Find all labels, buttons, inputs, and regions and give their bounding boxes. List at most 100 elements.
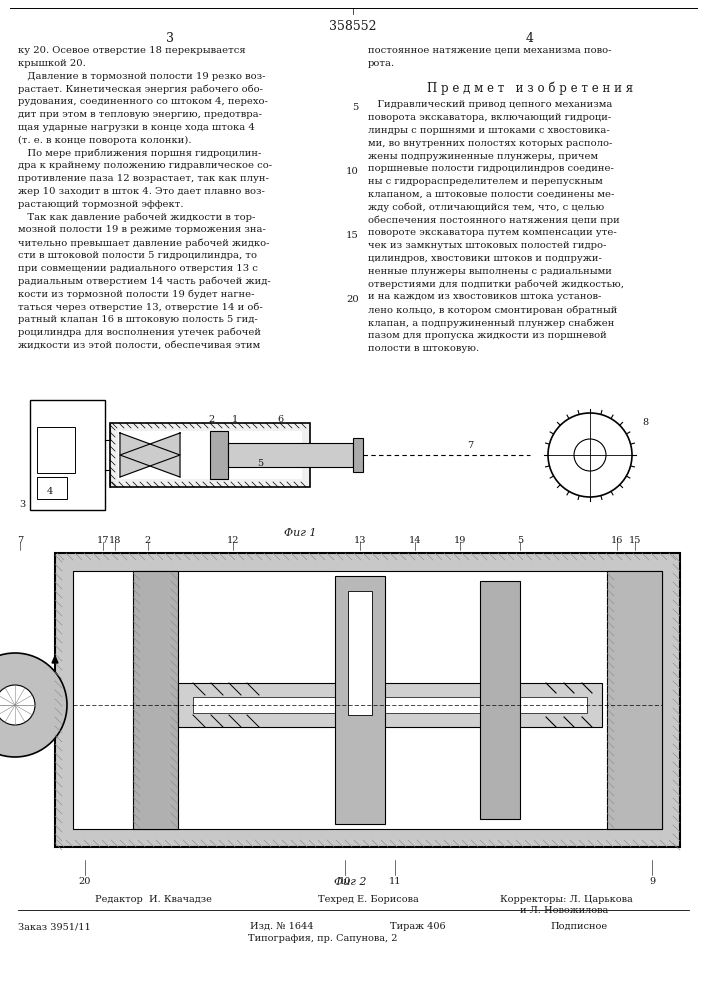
Bar bbox=[37, 427, 75, 473]
Text: мозной полости 19 в режиме торможения зна-: мозной полости 19 в режиме торможения зн… bbox=[18, 225, 266, 234]
Text: Редактор  И. Квачадзе: Редактор И. Квачадзе bbox=[95, 895, 212, 904]
Text: противление паза 12 возрастает, так как плун-: противление паза 12 возрастает, так как … bbox=[18, 174, 269, 183]
Text: 15: 15 bbox=[629, 536, 641, 545]
Text: и Л. Новожилова: и Л. Новожилова bbox=[520, 906, 608, 915]
Text: поворота экскаватора, включающий гидроци-: поворота экскаватора, включающий гидроци… bbox=[368, 113, 612, 122]
Text: чек из замкнутых штоковых полостей гидро-: чек из замкнутых штоковых полостей гидро… bbox=[368, 241, 607, 250]
Text: 5: 5 bbox=[257, 459, 263, 468]
Text: 4: 4 bbox=[526, 32, 534, 45]
Text: Гидравлический привод цепного механизма: Гидравлический привод цепного механизма bbox=[368, 100, 612, 109]
Text: жены подпружиненные плунжеры, причем: жены подпружиненные плунжеры, причем bbox=[368, 152, 598, 161]
Bar bbox=[353, 438, 363, 472]
Text: постоянное натяжение цепи механизма пово-: постоянное натяжение цепи механизма пово… bbox=[368, 46, 612, 55]
Text: 6: 6 bbox=[277, 415, 283, 424]
Text: 5: 5 bbox=[353, 103, 359, 112]
Text: таться через отверстие 13, отверстие 14 и об-: таться через отверстие 13, отверстие 14 … bbox=[18, 302, 263, 312]
Text: рота.: рота. bbox=[368, 59, 395, 68]
Text: Тираж 406: Тираж 406 bbox=[390, 922, 445, 931]
Text: 7: 7 bbox=[467, 441, 473, 450]
Text: растает. Кинетическая энергия рабочего обо-: растает. Кинетическая энергия рабочего о… bbox=[18, 84, 263, 94]
Text: 15: 15 bbox=[346, 231, 359, 240]
Circle shape bbox=[0, 653, 67, 757]
Text: ненные плунжеры выполнены с радиальными: ненные плунжеры выполнены с радиальными bbox=[368, 267, 612, 276]
Text: ку 20. Осевое отверстие 18 перекрывается: ку 20. Осевое отверстие 18 перекрывается bbox=[18, 46, 245, 55]
Text: Корректоры: Л. Царькова: Корректоры: Л. Царькова bbox=[500, 895, 633, 904]
Text: щая ударные нагрузки в конце хода штока 4: щая ударные нагрузки в конце хода штока … bbox=[18, 123, 255, 132]
Text: цилиндров, хвостовики штоков и подпружи-: цилиндров, хвостовики штоков и подпружи- bbox=[368, 254, 602, 263]
Bar bbox=[73, 571, 662, 829]
Text: и на каждом из хвостовиков штока установ-: и на каждом из хвостовиков штока установ… bbox=[368, 292, 602, 301]
Bar bbox=[607, 571, 662, 829]
Text: Заказ 3951/11: Заказ 3951/11 bbox=[18, 922, 90, 931]
Text: линдры с поршнями и штоками с хвостовика-: линдры с поршнями и штоками с хвостовика… bbox=[368, 126, 609, 135]
Text: 9: 9 bbox=[649, 877, 655, 886]
Text: поршневые полости гидроцилиндров соедине-: поршневые полости гидроцилиндров соедине… bbox=[368, 164, 614, 173]
Text: Подписное: Подписное bbox=[550, 922, 607, 931]
Bar bbox=[178, 683, 602, 727]
Bar bbox=[193, 697, 587, 713]
Text: 7: 7 bbox=[17, 536, 23, 545]
Text: роцилиндра для восполнения утечек рабочей: роцилиндра для восполнения утечек рабоче… bbox=[18, 328, 261, 337]
Text: дра к крайнему положению гидравлическое со-: дра к крайнему положению гидравлическое … bbox=[18, 161, 272, 170]
Text: 358552: 358552 bbox=[329, 20, 377, 33]
Text: клапан, а подпружиненный плунжер снабжен: клапан, а подпружиненный плунжер снабжен bbox=[368, 318, 614, 328]
Text: Изд. № 1644: Изд. № 1644 bbox=[250, 922, 313, 931]
Text: Техред Е. Борисова: Техред Е. Борисова bbox=[318, 895, 419, 904]
Text: жидкости из этой полости, обеспечивая этим: жидкости из этой полости, обеспечивая эт… bbox=[18, 340, 260, 349]
Text: 14: 14 bbox=[409, 536, 421, 545]
Text: 12: 12 bbox=[227, 536, 239, 545]
Text: клапаном, а штоковые полости соединены ме-: клапаном, а штоковые полости соединены м… bbox=[368, 190, 614, 199]
Text: Так как давление рабочей жидкости в тор-: Так как давление рабочей жидкости в тор- bbox=[18, 212, 255, 222]
Text: при совмещении радиального отверстия 13 с: при совмещении радиального отверстия 13 … bbox=[18, 264, 258, 273]
Text: дит при этом в тепловую энергию, предотвра-: дит при этом в тепловую энергию, предотв… bbox=[18, 110, 262, 119]
Bar bbox=[480, 581, 520, 819]
Text: 5: 5 bbox=[517, 536, 523, 545]
Text: 2: 2 bbox=[209, 415, 215, 424]
Text: жер 10 заходит в шток 4. Это дает плавно воз-: жер 10 заходит в шток 4. Это дает плавно… bbox=[18, 187, 265, 196]
Text: рудования, соединенного со штоком 4, перехо-: рудования, соединенного со штоком 4, пер… bbox=[18, 97, 268, 106]
Text: (т. е. в конце поворота колонки).: (т. е. в конце поворота колонки). bbox=[18, 136, 192, 145]
Text: лено кольцо, в котором смонтирован обратный: лено кольцо, в котором смонтирован обрат… bbox=[368, 305, 617, 315]
Polygon shape bbox=[120, 433, 180, 477]
Text: 11: 11 bbox=[389, 877, 402, 886]
Bar bbox=[133, 571, 178, 829]
Text: 13: 13 bbox=[354, 536, 366, 545]
Text: 8: 8 bbox=[642, 418, 648, 427]
Bar bbox=[37, 477, 67, 499]
Text: Φиг 2: Φиг 2 bbox=[334, 877, 366, 887]
Text: Φиг 1: Φиг 1 bbox=[284, 528, 316, 538]
Circle shape bbox=[0, 685, 35, 725]
Text: По мере приближения поршня гидроцилин-: По мере приближения поршня гидроцилин- bbox=[18, 148, 262, 158]
Text: сти в штоковой полости 5 гидроцилиндра, то: сти в штоковой полости 5 гидроцилиндра, … bbox=[18, 251, 257, 260]
Text: Типография, пр. Сапунова, 2: Типография, пр. Сапунова, 2 bbox=[248, 934, 397, 943]
Bar bbox=[228, 443, 353, 467]
Text: повороте экскаватора путем компенсации уте-: повороте экскаватора путем компенсации у… bbox=[368, 228, 617, 237]
Text: растающий тормозной эффект.: растающий тормозной эффект. bbox=[18, 200, 184, 209]
Text: радиальным отверстием 14 часть рабочей жид-: радиальным отверстием 14 часть рабочей ж… bbox=[18, 276, 271, 286]
Text: 18: 18 bbox=[109, 536, 121, 545]
Text: 20: 20 bbox=[78, 877, 91, 886]
Text: ми, во внутренних полостях которых располо-: ми, во внутренних полостях которых распо… bbox=[368, 139, 612, 148]
Polygon shape bbox=[120, 433, 180, 477]
Text: отверстиями для подпитки рабочей жидкостью,: отверстиями для подпитки рабочей жидкост… bbox=[368, 280, 624, 289]
Text: 1: 1 bbox=[232, 415, 238, 424]
Bar bbox=[210, 431, 228, 479]
Bar bbox=[118, 431, 302, 479]
Text: ны с гидрораспределителем и перепускным: ны с гидрораспределителем и перепускным bbox=[368, 177, 603, 186]
Bar bbox=[335, 576, 385, 824]
Text: кости из тормозной полости 19 будет нагне-: кости из тормозной полости 19 будет нагн… bbox=[18, 289, 255, 299]
Text: пазом для пропуска жидкости из поршневой: пазом для пропуска жидкости из поршневой bbox=[368, 331, 607, 340]
Text: 2: 2 bbox=[145, 536, 151, 545]
Bar bbox=[110, 423, 310, 487]
Text: 10: 10 bbox=[346, 167, 359, 176]
Text: 3: 3 bbox=[166, 32, 174, 45]
Text: 3: 3 bbox=[19, 500, 25, 509]
Text: 17: 17 bbox=[97, 536, 110, 545]
Bar bbox=[30, 400, 105, 510]
Text: 19: 19 bbox=[454, 536, 466, 545]
Text: Давление в тормозной полости 19 резко воз-: Давление в тормозной полости 19 резко во… bbox=[18, 72, 266, 81]
Polygon shape bbox=[52, 656, 58, 663]
Text: чительно превышает давление рабочей жидко-: чительно превышает давление рабочей жидк… bbox=[18, 238, 269, 247]
Text: 4: 4 bbox=[47, 487, 53, 496]
Text: крышкой 20.: крышкой 20. bbox=[18, 59, 86, 68]
